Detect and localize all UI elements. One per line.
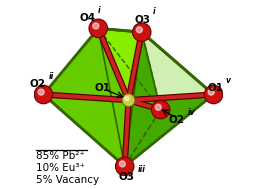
Circle shape [134, 24, 150, 40]
Text: O1: O1 [95, 83, 111, 93]
Circle shape [35, 87, 51, 102]
Circle shape [151, 101, 170, 119]
Circle shape [34, 85, 53, 104]
Circle shape [208, 89, 214, 95]
Text: O2: O2 [169, 115, 185, 125]
Circle shape [90, 20, 106, 36]
Polygon shape [125, 94, 214, 166]
Text: O4: O4 [80, 13, 96, 23]
Text: O3: O3 [119, 172, 135, 182]
Circle shape [119, 161, 125, 167]
Text: iii: iii [137, 165, 145, 174]
Text: ii: ii [48, 72, 54, 81]
Circle shape [133, 23, 151, 41]
Circle shape [117, 158, 133, 174]
Circle shape [93, 23, 99, 29]
Text: i: i [98, 5, 101, 15]
Text: 5% Vacancy: 5% Vacancy [36, 176, 99, 185]
Text: O1: O1 [207, 83, 223, 93]
Circle shape [153, 102, 169, 118]
Polygon shape [98, 28, 142, 100]
Text: 85% Pb²⁺: 85% Pb²⁺ [36, 151, 85, 161]
Circle shape [125, 96, 129, 101]
Circle shape [206, 87, 222, 102]
Polygon shape [128, 94, 214, 110]
Circle shape [204, 85, 223, 104]
Text: O3: O3 [135, 15, 151, 25]
Text: O2: O2 [29, 79, 45, 89]
Text: v: v [226, 76, 231, 85]
Circle shape [155, 104, 161, 110]
Polygon shape [98, 28, 142, 100]
Polygon shape [43, 28, 128, 100]
Circle shape [38, 89, 44, 95]
Circle shape [89, 19, 107, 37]
Circle shape [122, 94, 135, 107]
Circle shape [123, 95, 134, 105]
Text: iv: iv [188, 108, 195, 117]
Polygon shape [43, 28, 214, 166]
Circle shape [116, 157, 134, 175]
Circle shape [136, 27, 142, 33]
Polygon shape [128, 32, 161, 110]
Text: i: i [153, 7, 156, 16]
Text: 10% Eu³⁺: 10% Eu³⁺ [36, 163, 85, 173]
Polygon shape [43, 94, 128, 166]
